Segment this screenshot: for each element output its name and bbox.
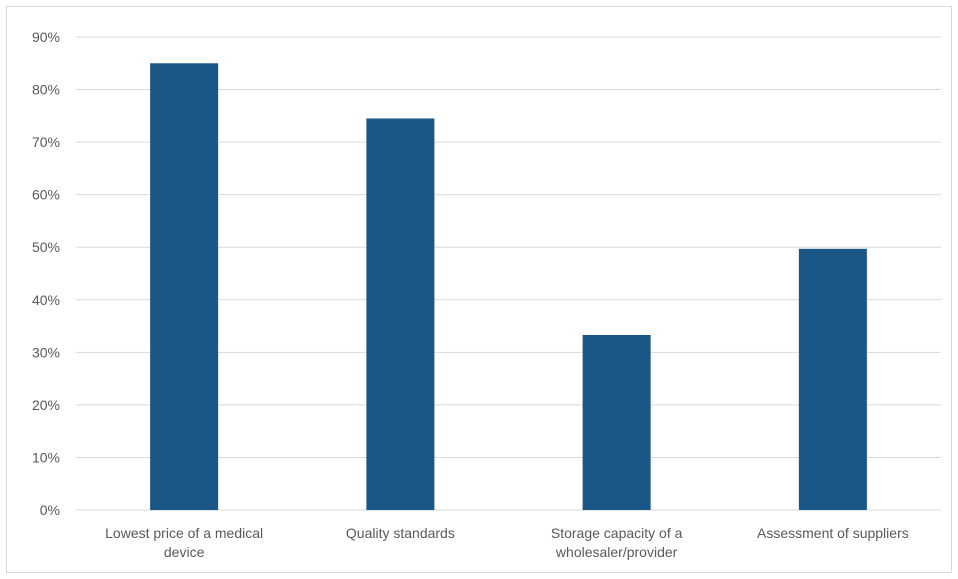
y-tick-label: 60% bbox=[32, 187, 60, 203]
bar bbox=[366, 118, 435, 510]
y-tick-label: 70% bbox=[32, 134, 60, 150]
y-axis: 0% 10% 20% 30% 40% 50% 60% 70% 80% 90% bbox=[32, 29, 60, 518]
y-tick-label: 20% bbox=[32, 397, 60, 413]
y-tick-label: 50% bbox=[32, 239, 60, 255]
y-tick-label: 80% bbox=[32, 82, 60, 98]
y-tick-label: 0% bbox=[40, 502, 60, 518]
bars bbox=[150, 63, 867, 511]
gridlines bbox=[76, 36, 941, 511]
x-axis: Lowest price of a medical device Quality s… bbox=[105, 525, 909, 560]
y-tick-label: 40% bbox=[32, 292, 60, 308]
x-category-label: Assessment of suppliers bbox=[757, 525, 909, 541]
x-category-label: Quality standards bbox=[346, 525, 455, 541]
bar bbox=[582, 334, 651, 510]
bar bbox=[798, 248, 867, 510]
y-tick-label: 30% bbox=[32, 344, 60, 360]
x-category-label: Lowest price of a medical device bbox=[105, 525, 263, 560]
y-tick-label: 10% bbox=[32, 449, 60, 465]
bar bbox=[150, 63, 219, 511]
y-tick-label: 90% bbox=[32, 29, 60, 45]
x-category-label: Storage capacity of a wholesaler/provider bbox=[551, 525, 683, 560]
